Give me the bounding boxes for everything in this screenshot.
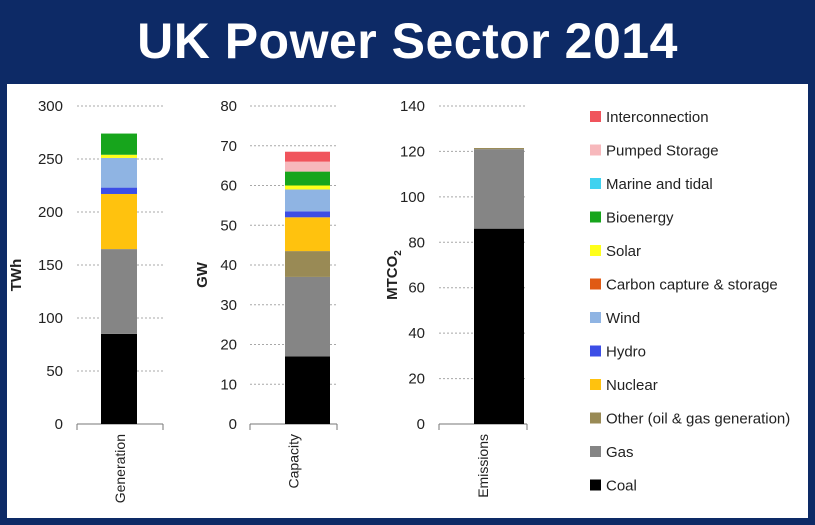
emissions-tick-label: 80 [408, 234, 425, 251]
emissions-tick-label: 20 [408, 371, 425, 388]
bar-segment-capacity-nuclear [285, 217, 330, 252]
bar-segment-generation-nuclear [101, 193, 137, 250]
generation-tick-label: 100 [38, 310, 63, 327]
bar-segment-emissions-coal [474, 228, 524, 424]
chart-canvas: 050100150200250300TWhGeneration010203040… [8, 98, 790, 503]
chart-panel [7, 84, 808, 518]
capacity-tick-label: 70 [220, 138, 237, 155]
page-title: UK Power Sector 2014 [137, 13, 678, 69]
capacity-y-axis-label: GW [194, 261, 211, 288]
capacity-tick-label: 40 [220, 257, 237, 274]
bar-segment-generation-bioenergy [101, 133, 137, 155]
generation-tick-label: 50 [46, 363, 63, 380]
legend-swatch-wind [590, 312, 601, 323]
generation-tick-label: 250 [38, 151, 63, 168]
bar-segment-capacity-other-oil-gas-generation [285, 251, 330, 277]
generation-y-axis-label: TWh [8, 259, 25, 291]
capacity-tick-label: 50 [220, 217, 237, 234]
emissions-tick-label: 140 [400, 98, 425, 115]
emissions-tick-label: 60 [408, 280, 425, 297]
capacity-tick-label: 30 [220, 297, 237, 314]
bar-segment-emissions-other-oil-gas-generation [474, 148, 524, 150]
legend-label-interconnection: Interconnection [606, 109, 709, 126]
emissions-tick-label: 40 [408, 325, 425, 342]
emissions-y-axis-label: MTCO2 [384, 250, 404, 300]
generation-category-label: Generation [112, 434, 128, 503]
legend-label-gas: Gas [606, 444, 634, 461]
bar-segment-capacity-wind [285, 189, 330, 212]
legend-swatch-carbon-capture-storage [590, 278, 601, 290]
legend-label-solar: Solar [606, 243, 641, 260]
bar-segment-generation-wind [101, 157, 137, 188]
legend-label-carbon-capture-storage: Carbon capture & storage [606, 277, 778, 294]
bar-segment-capacity-interconnection [285, 151, 330, 162]
legend-label-wind: Wind [606, 310, 640, 327]
legend-swatch-solar [590, 245, 601, 256]
legend-label-other-oil-gas-generation: Other (oil & gas generation) [606, 411, 790, 428]
capacity-tick-label: 80 [220, 98, 237, 115]
legend-label-pumped-storage: Pumped Storage [606, 143, 719, 160]
generation-tick-label: 200 [38, 204, 63, 221]
legend-swatch-interconnection [590, 111, 601, 122]
bar-segment-capacity-pumped-storage [285, 161, 330, 172]
bar-segment-capacity-solar [285, 185, 330, 190]
generation-tick-label: 0 [55, 416, 63, 433]
legend-swatch-nuclear [590, 379, 601, 390]
legend-swatch-gas [590, 446, 601, 457]
bar-segment-emissions-gas [474, 149, 524, 229]
bar-segment-capacity-gas [285, 276, 330, 357]
legend-swatch-hydro [590, 345, 601, 357]
legend-label-nuclear: Nuclear [606, 377, 658, 394]
capacity-tick-label: 20 [220, 337, 237, 354]
capacity-tick-label: 0 [229, 416, 237, 433]
emissions-category-label: Emissions [475, 434, 491, 498]
legend-swatch-pumped-storage [590, 144, 601, 156]
legend-label-coal: Coal [606, 478, 637, 495]
bar-segment-capacity-hydro [285, 211, 330, 218]
capacity-category-label: Capacity [286, 434, 302, 488]
capacity-tick-label: 10 [220, 376, 237, 393]
emissions-tick-label: 120 [400, 143, 425, 160]
legend-label-hydro: Hydro [606, 344, 646, 361]
legend-swatch-bioenergy [590, 211, 601, 223]
emissions-tick-label: 0 [417, 416, 425, 433]
legend-swatch-other-oil-gas-generation [590, 412, 601, 424]
bar-segment-capacity-coal [285, 356, 330, 424]
bar-segment-generation-gas [101, 249, 137, 334]
capacity-tick-label: 60 [220, 178, 237, 195]
generation-tick-label: 150 [38, 257, 63, 274]
bar-segment-capacity-bioenergy [285, 171, 330, 186]
legend-swatch-marine-and-tidal [590, 178, 601, 189]
legend-label-bioenergy: Bioenergy [606, 210, 674, 227]
bar-segment-generation-hydro [101, 187, 137, 194]
generation-tick-label: 300 [38, 98, 63, 115]
legend-swatch-coal [590, 479, 601, 491]
bar-segment-generation-coal [101, 333, 137, 424]
emissions-tick-label: 100 [400, 189, 425, 206]
bar-segment-generation-solar [101, 154, 137, 158]
legend-label-marine-and-tidal: Marine and tidal [606, 176, 713, 193]
